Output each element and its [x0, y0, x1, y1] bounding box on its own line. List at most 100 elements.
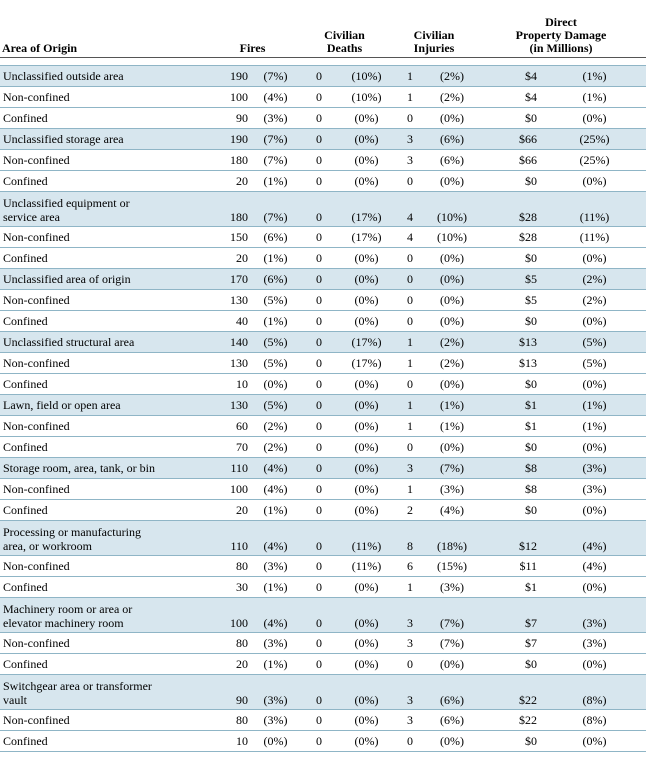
area-cell: Non-confined — [0, 555, 208, 577]
damage-percent-cell: (11%) — [543, 191, 646, 227]
area-cell: Non-confined — [0, 709, 208, 731]
area-cell: Confined — [0, 170, 208, 192]
deaths-percent-cell: (0%) — [341, 653, 392, 675]
damage-percent-cell: (3%) — [543, 632, 646, 654]
damage-percent-cell: (0%) — [543, 576, 646, 598]
fires-percent-cell: (1%) — [254, 247, 297, 269]
area-cell: Unclassified structural area — [0, 331, 208, 353]
category-row: Storage room, area, tank, or bin 110 (4%) 0… — [0, 457, 646, 479]
fires-percent-cell: (4%) — [254, 597, 297, 633]
injuries-percent-cell: (10%) — [428, 191, 476, 227]
area-cell: Non-confined — [0, 149, 208, 171]
injuries-percent-cell: (18%) — [428, 520, 476, 556]
injuries-percent-cell: (10%) — [428, 226, 476, 248]
injuries-cell: 0 — [392, 373, 428, 395]
injuries-percent-cell: (2%) — [428, 86, 476, 108]
fires-cell: 20 — [208, 499, 254, 521]
damage-cell: $13 — [476, 352, 543, 374]
deaths-percent-cell: (0%) — [341, 674, 392, 710]
damage-percent-cell: (4%) — [543, 520, 646, 556]
injuries-percent-cell: (6%) — [428, 674, 476, 710]
damage-cell: $0 — [476, 730, 543, 752]
header-area-of-origin: Area of Origin — [0, 0, 208, 58]
injuries-percent-cell: (7%) — [428, 457, 476, 479]
deaths-percent-cell: (17%) — [341, 226, 392, 248]
fires-cell: 70 — [208, 436, 254, 458]
fires-percent-cell: (3%) — [254, 107, 297, 129]
area-cell: Switchgear area or transformer vault — [0, 674, 208, 710]
category-row: Unclassified equipment or service area 18… — [0, 191, 646, 227]
category-row: Lawn, field or open area 130 (5%) 0 (0%) 1 (1%… — [0, 394, 646, 416]
injuries-cell: 1 — [392, 86, 428, 108]
damage-percent-cell: (8%) — [543, 709, 646, 731]
deaths-cell: 0 — [297, 170, 341, 192]
fires-percent-cell: (7%) — [254, 191, 297, 227]
injuries-percent-cell: (6%) — [428, 149, 476, 171]
header-direct-property-damage: Direct Property Damage (in Millions) — [476, 0, 646, 58]
table-row: Non-confined 130 (5%) 0 (0%) 0 (0%) $5 (2%) — [0, 289, 646, 311]
damage-cell: $66 — [476, 128, 543, 150]
deaths-percent-cell: (0%) — [341, 730, 392, 752]
fires-percent-cell: (0%) — [254, 730, 297, 752]
deaths-percent-cell: (0%) — [341, 268, 392, 290]
injuries-percent-cell: (0%) — [428, 436, 476, 458]
deaths-percent-cell: (10%) — [341, 86, 392, 108]
deaths-percent-cell: (0%) — [341, 107, 392, 129]
area-cell: Processing or manufacturing area, or wor… — [0, 520, 208, 556]
category-row: Unclassified storage area 190 (7%) 0 (0%) 3 (6… — [0, 128, 646, 150]
table-row: Confined 90 (3%) 0 (0%) 0 (0%) $0 (0%) — [0, 107, 646, 129]
fires-cell: 190 — [208, 65, 254, 87]
fires-cell: 10 — [208, 730, 254, 752]
fires-cell: 20 — [208, 247, 254, 269]
fires-cell: 60 — [208, 415, 254, 437]
fires-percent-cell: (5%) — [254, 331, 297, 353]
deaths-cell: 0 — [297, 597, 341, 633]
injuries-cell: 0 — [392, 170, 428, 192]
area-cell: Non-confined — [0, 478, 208, 500]
damage-percent-cell: (3%) — [543, 478, 646, 500]
area-cell: Non-confined — [0, 226, 208, 248]
deaths-percent-cell: (0%) — [341, 373, 392, 395]
fires-percent-cell: (4%) — [254, 457, 297, 479]
area-cell: Confined — [0, 499, 208, 521]
deaths-cell: 0 — [297, 632, 341, 654]
fires-percent-cell: (2%) — [254, 436, 297, 458]
damage-cell: $28 — [476, 226, 543, 248]
fires-cell: 20 — [208, 653, 254, 675]
deaths-cell: 0 — [297, 128, 341, 150]
fires-percent-cell: (1%) — [254, 499, 297, 521]
header-fires: Fires — [208, 0, 297, 58]
injuries-percent-cell: (2%) — [428, 65, 476, 87]
damage-percent-cell: (8%) — [543, 674, 646, 710]
deaths-cell: 0 — [297, 352, 341, 374]
table-row: Confined 20 (1%) 0 (0%) 0 (0%) $0 (0%) — [0, 247, 646, 269]
fires-cell: 90 — [208, 674, 254, 710]
deaths-percent-cell: (0%) — [341, 289, 392, 311]
damage-cell: $66 — [476, 149, 543, 171]
deaths-cell: 0 — [297, 373, 341, 395]
damage-percent-cell: (1%) — [543, 86, 646, 108]
injuries-cell: 1 — [392, 394, 428, 416]
damage-percent-cell: (0%) — [543, 107, 646, 129]
deaths-percent-cell: (0%) — [341, 597, 392, 633]
area-cell: Storage room, area, tank, or bin — [0, 457, 208, 479]
injuries-percent-cell: (6%) — [428, 709, 476, 731]
area-cell: Confined — [0, 373, 208, 395]
table-row: Non-confined 100 (4%) 0 (0%) 1 (3%) $8 (3%) — [0, 478, 646, 500]
fires-percent-cell: (5%) — [254, 394, 297, 416]
category-row: Processing or manufacturing area, or wor… — [0, 520, 646, 556]
injuries-percent-cell: (4%) — [428, 499, 476, 521]
damage-percent-cell: (0%) — [543, 247, 646, 269]
deaths-cell: 0 — [297, 436, 341, 458]
injuries-cell: 4 — [392, 226, 428, 248]
category-row: Unclassified area of origin 170 (6%) 0 (0%) 0… — [0, 268, 646, 290]
area-cell: Unclassified outside area — [0, 65, 208, 87]
fires-percent-cell: (6%) — [254, 226, 297, 248]
deaths-percent-cell: (17%) — [341, 352, 392, 374]
damage-cell: $1 — [476, 576, 543, 598]
fires-percent-cell: (4%) — [254, 520, 297, 556]
injuries-cell: 0 — [392, 436, 428, 458]
table-row: Non-confined 130 (5%) 0 (17%) 1 (2%) $13 (5%) — [0, 352, 646, 374]
fires-percent-cell: (7%) — [254, 128, 297, 150]
fires-cell: 110 — [208, 457, 254, 479]
